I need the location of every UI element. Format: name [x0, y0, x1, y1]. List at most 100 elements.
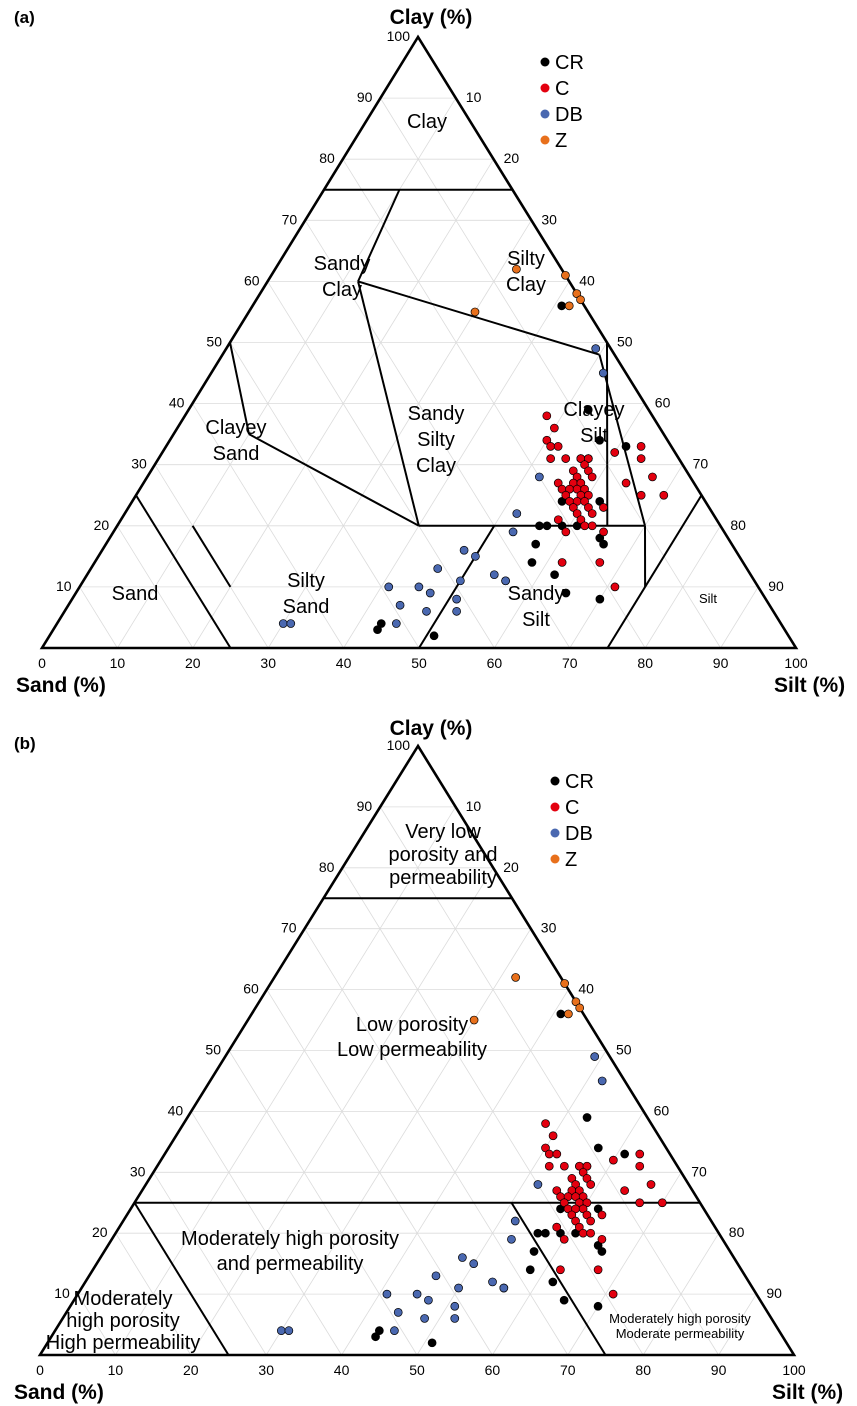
- region-label: Moderately high porosity and permeability: [181, 1228, 399, 1275]
- data-point-z: [564, 1009, 573, 1019]
- data-point-z: [564, 301, 574, 311]
- region-label: Sandy Silt: [508, 583, 565, 631]
- tick-label-silt: 80: [637, 655, 653, 671]
- region-label-line: Clay: [416, 455, 456, 477]
- grid: [79, 97, 759, 649]
- legend-marker: [550, 802, 560, 812]
- region-label-line: Moderate permeability: [616, 1326, 745, 1341]
- region-label-line: Low permeability: [337, 1039, 487, 1061]
- data-point-cr: [548, 1277, 558, 1287]
- data-point-db: [507, 1234, 516, 1244]
- data-point-c: [610, 448, 620, 457]
- data-point-cr: [621, 442, 631, 451]
- panel-a: (a) Clay (%) Sand (%) Silt (%) 0 10 20 30 40 50 60…: [14, 6, 845, 697]
- gridline-sand: [79, 586, 118, 649]
- data-point-c: [635, 1198, 645, 1208]
- data-point-c: [636, 490, 646, 500]
- tick-label-silt: 20: [185, 655, 201, 671]
- data-point-c: [646, 1180, 656, 1189]
- region-label-line: High permeability: [46, 1332, 201, 1354]
- data-points: [276, 973, 667, 1348]
- gridline-silt: [644, 525, 721, 649]
- tick-label-clay: 50: [206, 334, 222, 350]
- tick-label-clay: 30: [131, 456, 147, 472]
- data-point-db: [382, 1289, 392, 1299]
- data-point-c: [552, 1149, 562, 1159]
- region-label: Very low porosity and permeability: [389, 821, 498, 889]
- gridline-silt: [718, 1293, 757, 1356]
- data-point-db: [459, 545, 469, 555]
- tick-label-clay: 50: [205, 1042, 221, 1058]
- class-boundary: [135, 494, 232, 649]
- data-point-c: [587, 509, 597, 518]
- data-point-db: [425, 588, 435, 598]
- data-point-c: [548, 1131, 558, 1141]
- legend-label: DB: [565, 823, 593, 845]
- legend-marker: [550, 776, 560, 786]
- region-label-line: Silt: [522, 609, 550, 631]
- data-point-db: [512, 509, 522, 518]
- data-point-c: [636, 442, 646, 451]
- data-point-db: [535, 472, 544, 482]
- legend-label: C: [555, 78, 569, 100]
- tick-label-silt-right: 30: [541, 211, 557, 227]
- tick-label-clay: 70: [281, 920, 297, 936]
- legend-marker: [540, 135, 550, 145]
- tick-label-silt-right: 60: [655, 395, 671, 411]
- data-point-cr: [593, 1143, 603, 1153]
- data-points: [278, 264, 669, 641]
- region-label-line: Silt: [699, 591, 717, 606]
- gridline-sand: [380, 97, 721, 649]
- data-point-cr: [531, 539, 541, 549]
- tick-label-clay: 20: [94, 517, 110, 533]
- region-label-line: Moderately high porosity: [609, 1311, 751, 1326]
- data-point-db: [488, 1277, 497, 1287]
- region-label: Clayey Sand: [205, 417, 266, 465]
- legend-label: C: [565, 797, 579, 819]
- tick-label-silt: 70: [562, 655, 578, 671]
- legend-label: Z: [555, 130, 567, 152]
- region-label-line: Sandy: [314, 253, 371, 275]
- data-point-cr: [561, 588, 571, 598]
- gridline-silt: [492, 1111, 644, 1356]
- data-point-db: [391, 619, 401, 628]
- data-point-c: [542, 411, 552, 421]
- data-point-db: [278, 619, 288, 628]
- data-point-db: [450, 1301, 460, 1311]
- data-point-c: [621, 478, 631, 488]
- tick-label-silt: 90: [711, 1362, 727, 1378]
- data-point-db: [508, 527, 518, 537]
- tick-label-silt-right: 20: [503, 859, 519, 875]
- tick-label-silt-right: 80: [729, 1224, 745, 1240]
- class-boundary: [357, 281, 420, 527]
- data-point-cr: [595, 435, 604, 445]
- class-boundary: [248, 433, 420, 527]
- data-point-db: [501, 576, 510, 586]
- data-point-c: [608, 1289, 618, 1299]
- region-label-line: and permeability: [217, 1253, 364, 1275]
- tick-label-silt: 60: [485, 1362, 501, 1378]
- class-boundary: [191, 525, 232, 588]
- region-label-line: Moderately: [74, 1288, 173, 1310]
- legend-label: DB: [555, 104, 583, 126]
- data-point-c: [657, 1198, 667, 1208]
- data-point-cr: [593, 1301, 603, 1311]
- data-point-c: [561, 454, 571, 463]
- data-point-c: [553, 515, 563, 525]
- tick-label-clay: 90: [357, 798, 373, 814]
- data-point-db: [489, 570, 499, 580]
- data-point-z: [576, 295, 585, 305]
- data-point-c: [599, 503, 608, 512]
- tick-label-clay: 40: [168, 1102, 184, 1118]
- region-label: Low porosity Low permeability: [337, 1014, 487, 1061]
- axis-title-clay: Clay (%): [390, 6, 473, 29]
- tick-label-silt-right: 70: [693, 456, 709, 472]
- tick-labels: 0 10 20 30 40 50 60 70 80 90 100 100 90 80 70 60 50 40 30 2…: [38, 28, 808, 671]
- data-point-cr: [556, 1009, 566, 1019]
- data-point-cr: [559, 1295, 569, 1305]
- data-point-db: [384, 582, 394, 592]
- tick-label-silt: 40: [336, 655, 352, 671]
- legend-marker: [550, 854, 560, 864]
- tick-label-silt-right: 70: [691, 1163, 707, 1179]
- axis-title-silt: Silt (%): [772, 1381, 843, 1404]
